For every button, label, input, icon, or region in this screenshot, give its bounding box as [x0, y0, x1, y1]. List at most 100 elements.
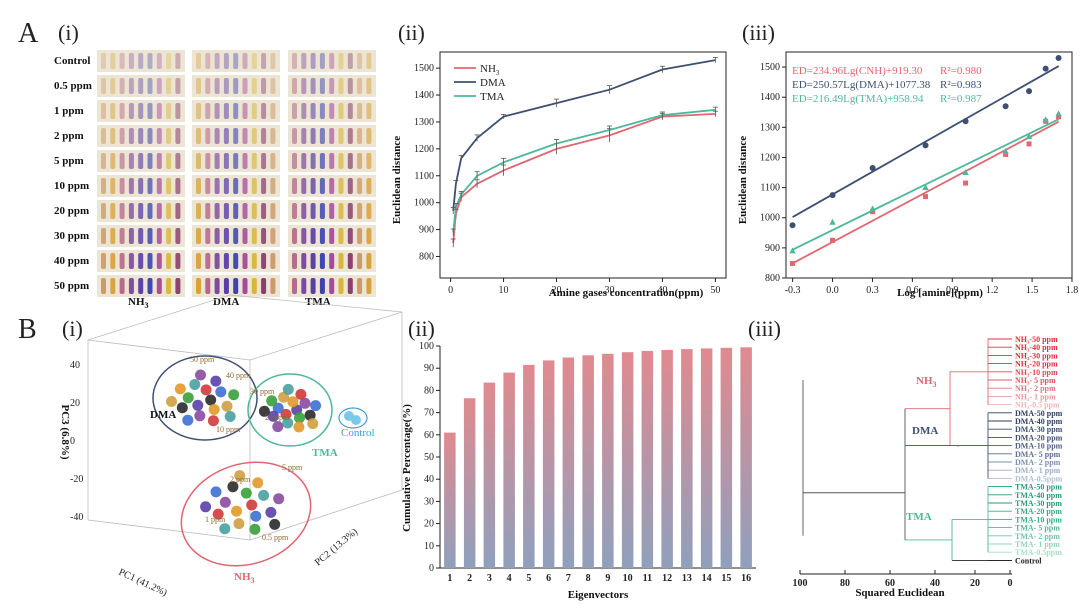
- array-spot: [366, 128, 372, 144]
- array-spot: [270, 178, 276, 194]
- array-spot: [175, 103, 181, 119]
- dendro-leaf-label: DMA- 2 ppm: [1015, 458, 1061, 467]
- dendro-xtick-label: 60: [885, 578, 895, 589]
- pca-ztick-label: -40: [70, 512, 83, 523]
- array-spot: [261, 153, 267, 169]
- array-spot: [242, 128, 248, 144]
- bar-category-label: 5: [526, 573, 531, 584]
- array-spot: [110, 253, 116, 269]
- pca-point: [219, 496, 231, 508]
- array-spot: [175, 278, 181, 294]
- array-spot: [338, 128, 344, 144]
- pca-point: [240, 487, 252, 499]
- pca-point: [215, 386, 227, 398]
- pca-box-edge: [249, 311, 403, 361]
- bar-ytick-label: 10: [424, 541, 434, 552]
- bar-category-label: 13: [682, 573, 692, 584]
- array-spot: [147, 103, 153, 119]
- array-spot: [223, 103, 229, 119]
- data-point-NH3: [870, 209, 876, 215]
- bar-ytick-label: 0: [429, 563, 434, 574]
- array-spot: [242, 278, 248, 294]
- bar: [621, 352, 634, 568]
- bar-ytick-label: 20: [424, 519, 434, 530]
- array-spot: [261, 128, 267, 144]
- array-spot: [301, 228, 307, 244]
- dendro-leaf-label: DMA-20 ppm: [1015, 433, 1063, 442]
- fit-chart-xtick-label: -0.3: [785, 285, 801, 296]
- array-spot: [214, 103, 220, 119]
- dendro-leaf-label: DMA-30 ppm: [1015, 425, 1063, 434]
- dendro-leaf-label: NH₃-20 ppm: [1015, 360, 1058, 369]
- dendro-leaf-label: NH₃- 5 ppm: [1015, 376, 1056, 385]
- array-spot: [292, 253, 297, 269]
- fit-chart-xlabel: Log [amine](ppm): [897, 287, 983, 299]
- array-spot: [205, 53, 211, 69]
- fit-chart-ytick-label: 1400: [760, 92, 780, 103]
- array-row-label: 30 ppm: [54, 230, 89, 242]
- array-row-label: 1 ppm: [54, 105, 84, 117]
- array-spot: [261, 178, 267, 194]
- array-spot: [261, 103, 267, 119]
- array-spot: [175, 53, 181, 69]
- bar-category-label: 2: [467, 573, 472, 584]
- array-cell-bg: [97, 50, 185, 72]
- pca-point: [208, 404, 220, 415]
- fit-chart-ytick-label: 900: [765, 243, 780, 254]
- array-spot: [347, 78, 353, 94]
- line-chart-frame: [439, 51, 727, 279]
- array-spot: [128, 103, 134, 119]
- array-spot: [156, 228, 162, 244]
- array-spot: [292, 278, 297, 294]
- dendro-leaf-label: NH₃- 2 ppm: [1015, 384, 1056, 393]
- array-spot: [147, 178, 153, 194]
- array-spot: [175, 253, 181, 269]
- pca-point-label: 1 ppm: [205, 515, 226, 524]
- array-group-label-tma: TMA: [305, 296, 331, 308]
- fit-chart-ytick-label: 1500: [760, 62, 780, 73]
- array-spot: [101, 278, 106, 294]
- array-spot: [310, 278, 316, 294]
- pca-point: [287, 396, 299, 408]
- sublabel-b-iii: (iii): [748, 316, 781, 341]
- array-spot: [319, 203, 325, 219]
- fit-chart-ytick-label: 1100: [760, 183, 780, 194]
- array-spot: [366, 103, 372, 119]
- pca-point: [293, 421, 305, 433]
- array-group-label-dma: DMA: [213, 296, 239, 308]
- array-spot: [233, 228, 239, 244]
- pca-ztick-label: 0: [70, 436, 75, 447]
- bar: [523, 364, 535, 568]
- pca-point: [224, 411, 236, 422]
- array-spot: [261, 228, 267, 244]
- dendro-cluster-label-sub: 3: [933, 380, 937, 389]
- dendro-cluster-label-tma: TMA: [906, 511, 932, 523]
- legend-label-sub: 3: [496, 69, 500, 77]
- array-row-label: 10 ppm: [54, 180, 89, 192]
- array-spot: [261, 78, 267, 94]
- bar: [483, 382, 496, 568]
- bar: [740, 347, 752, 568]
- pca-plot: 40 20 0 -20 -40 50 ppm 40 ppm 30 ppm 20 ppm 10 pp…: [70, 294, 403, 567]
- fit-chart-ytick-label: 1000: [760, 213, 780, 224]
- array-spot: [119, 78, 125, 94]
- array-spot: [128, 53, 134, 69]
- fit-r2: R²=0.987: [940, 93, 982, 105]
- array-spot: [147, 253, 153, 269]
- array-spot: [196, 53, 201, 69]
- array-spot: [366, 253, 372, 269]
- array-spot: [319, 53, 325, 69]
- dendro-xtick-label: 80: [840, 578, 850, 589]
- array-spot: [310, 128, 316, 144]
- array-spot: [110, 78, 116, 94]
- array-spot: [110, 53, 116, 69]
- dendro-leaf-label: DMA- 1 ppm: [1015, 466, 1061, 475]
- bar-category-label: 3: [487, 573, 492, 584]
- line-chart-xtick-label: 50: [710, 285, 720, 296]
- array-spot: [310, 228, 316, 244]
- array-spot: [319, 253, 325, 269]
- array-spot: [214, 203, 220, 219]
- bar-category-label: 14: [702, 573, 712, 584]
- array-spot: [242, 78, 248, 94]
